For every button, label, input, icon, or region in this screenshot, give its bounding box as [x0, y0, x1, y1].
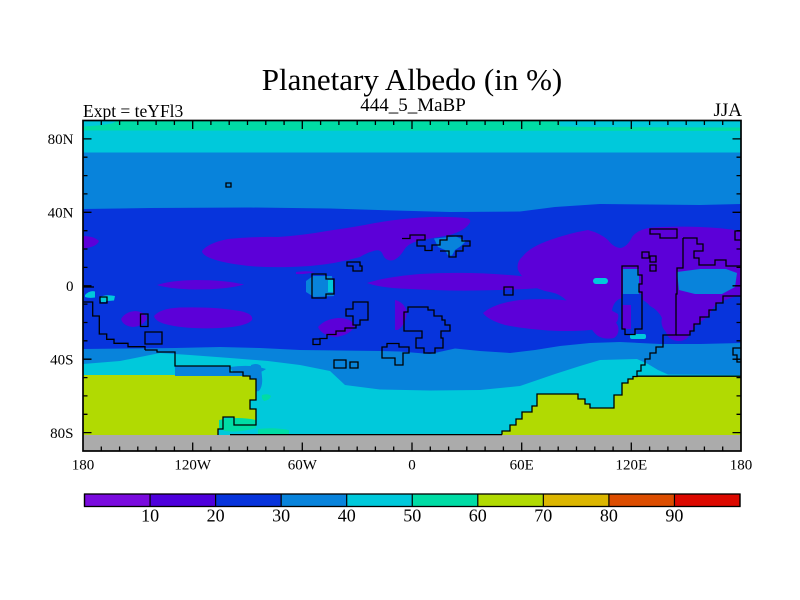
svg-text:JJA: JJA	[713, 100, 742, 121]
svg-text:120E: 120E	[615, 458, 647, 474]
svg-text:60: 60	[469, 506, 487, 526]
svg-text:10: 10	[141, 506, 159, 526]
svg-text:70: 70	[534, 506, 552, 526]
svg-text:90: 90	[665, 506, 683, 526]
svg-text:80: 80	[600, 506, 618, 526]
svg-text:80N: 80N	[48, 132, 74, 148]
svg-text:60E: 60E	[510, 458, 534, 474]
svg-text:120W: 120W	[174, 458, 212, 474]
svg-text:20: 20	[207, 506, 225, 526]
svg-text:80S: 80S	[50, 426, 73, 442]
svg-text:Expt = teYFl3: Expt = teYFl3	[83, 101, 184, 121]
svg-text:180: 180	[72, 458, 95, 474]
svg-text:40: 40	[338, 506, 356, 526]
svg-text:50: 50	[403, 506, 421, 526]
svg-text:444_5_MaBP: 444_5_MaBP	[360, 95, 466, 116]
svg-text:0: 0	[408, 458, 416, 474]
svg-text:180: 180	[730, 458, 753, 474]
svg-text:40S: 40S	[50, 352, 73, 368]
svg-text:0: 0	[66, 279, 74, 295]
svg-text:40N: 40N	[48, 206, 74, 222]
svg-text:Planetary Albedo (in %): Planetary Albedo (in %)	[262, 62, 562, 97]
svg-text:60W: 60W	[288, 458, 318, 474]
svg-text:30: 30	[272, 506, 290, 526]
